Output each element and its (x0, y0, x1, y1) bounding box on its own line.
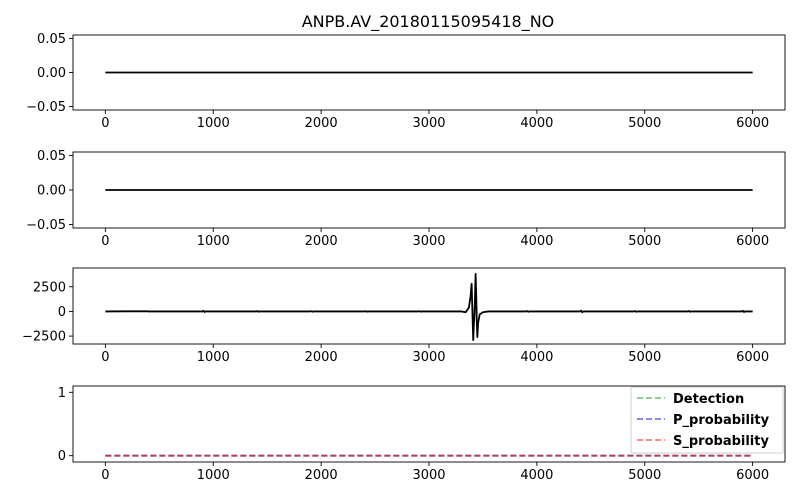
legend: Detection P_probability S_probability (630, 386, 784, 454)
legend-box (630, 386, 784, 454)
y-tick-label: −0.05 (26, 100, 66, 115)
x-tick-label: 1000 (197, 468, 230, 483)
x-tick-label: 6000 (736, 234, 769, 249)
x-tick-label: 4000 (520, 116, 553, 131)
x-tick-label: 3000 (412, 234, 445, 249)
figure-title: ANPB.AV_20180115095418_NO (302, 12, 555, 32)
x-tick-label: 0 (101, 234, 109, 249)
legend-label: P_probability (673, 413, 770, 428)
x-tick-label: 2000 (305, 350, 338, 365)
x-tick-label: 2000 (305, 116, 338, 131)
x-tick-label: 5000 (628, 234, 661, 249)
x-tick-label: 0 (101, 116, 109, 131)
x-tick-label: 4000 (520, 468, 553, 483)
y-tick-label: 0.05 (37, 32, 66, 47)
y-tick-label: 0.05 (37, 149, 66, 164)
x-tick-label: 2000 (305, 234, 338, 249)
x-tick-label: 3000 (412, 350, 445, 365)
y-tick-label: 0 (58, 305, 66, 320)
y-tick-label: 0 (58, 449, 66, 464)
x-tick-label: 1000 (197, 234, 230, 249)
axes-frame (72, 267, 786, 345)
y-tick-label: 0.00 (37, 66, 66, 81)
y-tick-label: −2500 (22, 330, 66, 345)
series-line-3-1 (105, 273, 753, 341)
y-tick-label: 0.00 (37, 184, 66, 199)
x-tick-label: 3000 (412, 468, 445, 483)
x-tick-label: 1000 (197, 116, 230, 131)
x-tick-label: 3000 (412, 116, 445, 131)
subplot-1: 0 1000 2000 3000 4000 5000 6000 −0.05 0.00 0.05 (26, 32, 786, 131)
x-tick-label: 4000 (520, 350, 553, 365)
x-tick-label: 6000 (736, 350, 769, 365)
subplot-4: 0 1000 2000 3000 4000 5000 6000 0 1 Detection P_pr… (58, 385, 786, 483)
x-tick-label: 0 (101, 468, 109, 483)
y-tick-label: 1 (58, 386, 66, 401)
x-tick-label: 5000 (628, 116, 661, 131)
x-tick-label: 0 (101, 350, 109, 365)
x-tick-label: 6000 (736, 116, 769, 131)
x-tick-label: 4000 (520, 234, 553, 249)
x-tick-label: 5000 (628, 350, 661, 365)
legend-label: S_probability (673, 434, 769, 449)
subplot-3: 0 1000 2000 3000 4000 5000 6000 −2500 0 2500 (22, 267, 786, 365)
y-tick-label: −0.05 (26, 218, 66, 233)
x-tick-label: 6000 (736, 468, 769, 483)
legend-label: Detection (673, 392, 744, 407)
x-tick-label: 1000 (197, 350, 230, 365)
y-tick-label: 2500 (33, 280, 66, 295)
x-tick-label: 5000 (628, 468, 661, 483)
subplot-2: 0 1000 2000 3000 4000 5000 6000 −0.05 0.00 0.05 (26, 149, 786, 249)
x-tick-label: 2000 (305, 468, 338, 483)
